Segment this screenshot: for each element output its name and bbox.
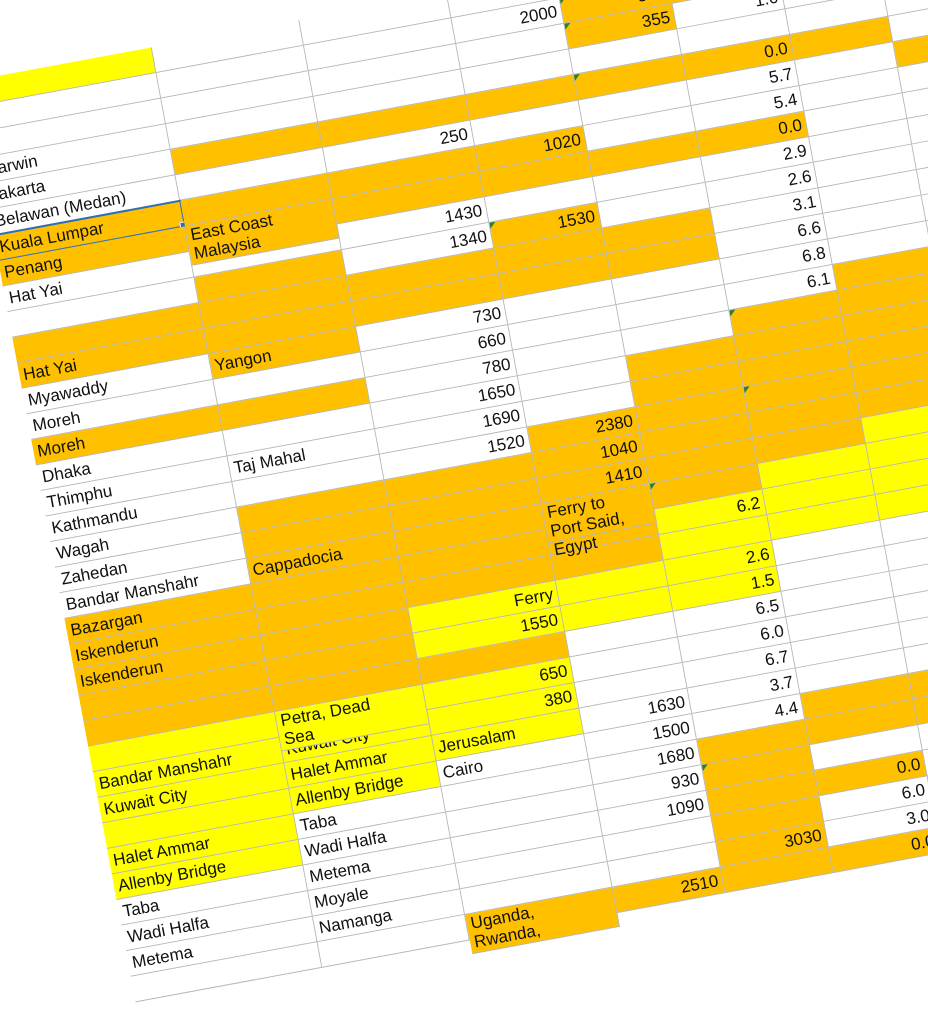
error-indicator-icon bbox=[729, 309, 736, 316]
error-indicator-icon bbox=[574, 74, 581, 81]
error-indicator-icon bbox=[564, 23, 571, 30]
error-indicator-icon bbox=[744, 386, 751, 393]
error-indicator-icon bbox=[560, 0, 567, 4]
error-indicator-icon bbox=[702, 764, 709, 771]
error-indicator-icon bbox=[489, 222, 496, 229]
